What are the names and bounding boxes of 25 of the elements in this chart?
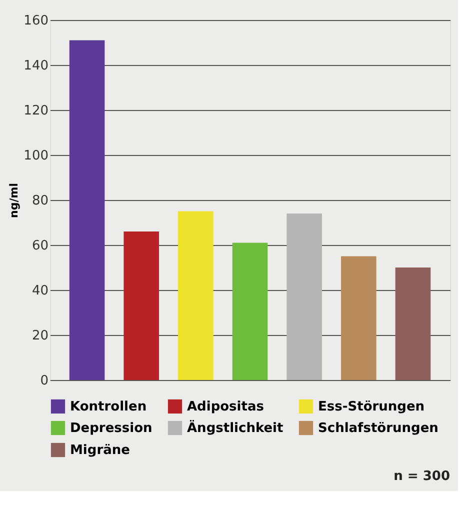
y-tick-label: 140	[24, 58, 48, 74]
y-tick-label: 60	[32, 238, 48, 254]
y-tick-label: 160	[24, 14, 48, 28]
text: n = 300	[394, 469, 450, 484]
y-tick-label: 120	[24, 104, 48, 118]
bar	[286, 214, 322, 380]
y-tick-label: 40	[32, 284, 48, 298]
bar	[340, 256, 376, 380]
legend-label: Schlafstörungen	[318, 421, 438, 436]
y-axis-title: ng/ml	[8, 183, 21, 218]
legend-label: Ängstlichkeit	[187, 419, 284, 436]
legend-label: Kontrollen	[70, 399, 147, 414]
legend-label: Ess-Störungen	[318, 399, 425, 414]
legend-label: Adipositas	[187, 399, 264, 414]
y-tick-label: 20	[32, 328, 48, 344]
legend-label: Migräne	[70, 443, 130, 458]
bar	[178, 211, 214, 380]
bar	[69, 40, 105, 380]
y-tick-label: 0	[40, 374, 48, 388]
y-tick-label: 80	[32, 194, 48, 208]
bar	[395, 268, 431, 380]
bar	[124, 232, 160, 380]
legend-label: Depression	[70, 421, 152, 436]
y-tick-label: 100	[24, 148, 48, 164]
bar	[232, 242, 268, 380]
